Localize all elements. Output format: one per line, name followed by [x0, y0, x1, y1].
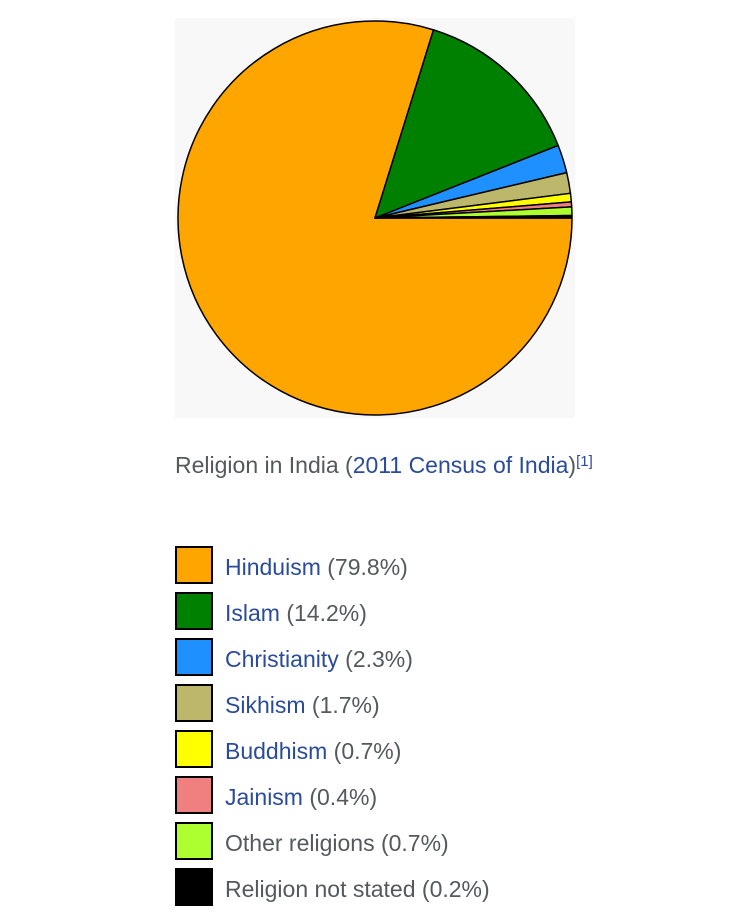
- legend-label-religion-not-stated: Religion not stated: [225, 876, 416, 902]
- pie-slice-hinduism: [177, 20, 573, 416]
- legend-label-sikhism[interactable]: Sikhism: [225, 692, 306, 718]
- caption-prefix: Religion in India (: [175, 452, 353, 478]
- pie-slice-religion-not-stated: [374, 214, 573, 219]
- legend-label-christianity[interactable]: Christianity: [225, 646, 339, 672]
- legend-swatch-other-religions: [175, 822, 213, 860]
- legend-swatch-islam: [175, 592, 213, 630]
- reference-link[interactable]: [1]: [576, 453, 593, 470]
- caption-suffix: ): [568, 452, 577, 478]
- legend-percentage: (1.7%): [305, 692, 380, 718]
- legend-percentage: (14.2%): [279, 600, 367, 626]
- legend-percentage: (0.2%): [415, 876, 490, 902]
- legend-text: Other religions (0.7%): [225, 822, 449, 865]
- legend-swatch-christianity: [175, 638, 213, 676]
- pie-chart: [177, 20, 573, 416]
- legend-label-other-religions: Other religions: [225, 830, 375, 856]
- legend-percentage: (0.7%): [327, 738, 402, 764]
- legend-text: Christianity (2.3%): [225, 638, 413, 681]
- legend-percentage: (0.7%): [374, 830, 449, 856]
- legend-label-buddhism[interactable]: Buddhism: [225, 738, 328, 764]
- legend-item-christianity: Christianity (2.3%): [175, 638, 695, 684]
- legend-item-jainism: Jainism (0.4%): [175, 776, 695, 822]
- legend-swatch-hinduism: [175, 546, 213, 584]
- legend-swatch-sikhism: [175, 684, 213, 722]
- legend-text: Religion not stated (0.2%): [225, 868, 490, 911]
- legend-label-hinduism[interactable]: Hinduism: [225, 554, 321, 580]
- legend-item-islam: Islam (14.2%): [175, 592, 695, 638]
- legend-item-religion-not-stated: Religion not stated (0.2%): [175, 868, 695, 914]
- legend-item-sikhism: Sikhism (1.7%): [175, 684, 695, 730]
- legend-swatch-jainism: [175, 776, 213, 814]
- legend-text: Jainism (0.4%): [225, 776, 377, 819]
- pie-chart-panel: [175, 18, 575, 418]
- legend-percentage: (2.3%): [338, 646, 413, 672]
- legend-text: Islam (14.2%): [225, 592, 367, 635]
- legend-swatch-religion-not-stated: [175, 868, 213, 906]
- legend-label-jainism[interactable]: Jainism: [225, 784, 303, 810]
- census-link[interactable]: 2011 Census of India: [352, 452, 569, 478]
- chart-caption: Religion in India (2011 Census of India)…: [175, 446, 595, 484]
- legend-item-other-religions: Other religions (0.7%): [175, 822, 695, 868]
- pie-slice-islam: [374, 29, 559, 219]
- legend-percentage: (0.4%): [302, 784, 378, 810]
- legend-label-islam[interactable]: Islam: [225, 600, 280, 626]
- legend-text: Hinduism (79.8%): [225, 546, 408, 589]
- legend-text: Sikhism (1.7%): [225, 684, 380, 727]
- legend-item-hinduism: Hinduism (79.8%): [175, 546, 695, 592]
- chart-legend: Hinduism (79.8%) Islam (14.2%) Christianit…: [175, 546, 695, 914]
- legend-item-buddhism: Buddhism (0.7%): [175, 730, 695, 776]
- legend-percentage: (79.8%): [320, 554, 408, 580]
- legend-text: Buddhism (0.7%): [225, 730, 401, 773]
- legend-swatch-buddhism: [175, 730, 213, 768]
